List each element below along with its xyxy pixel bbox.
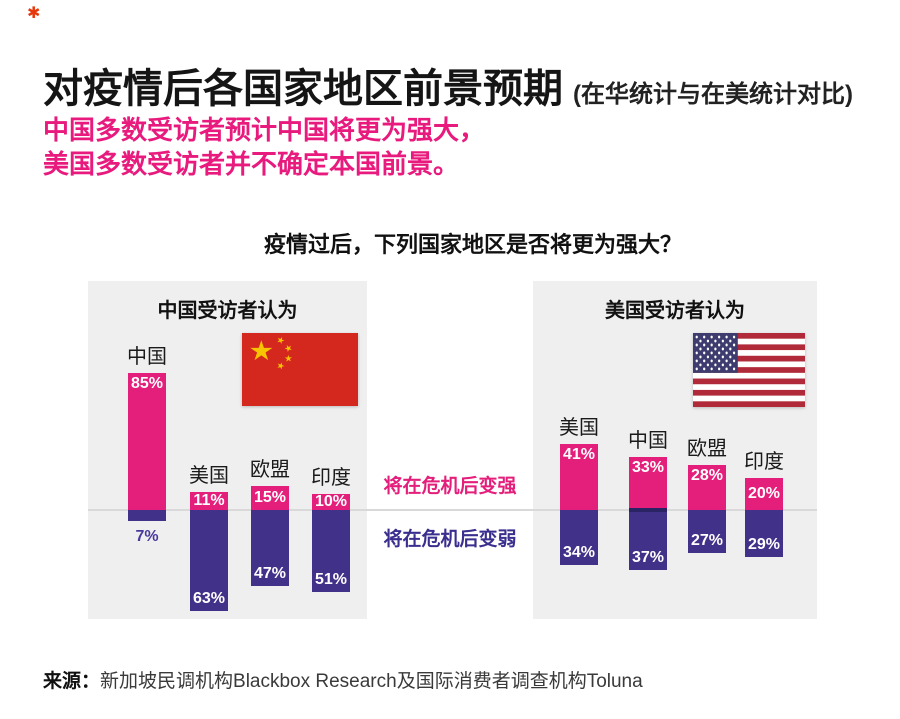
- page-title: 对疫情后各国家地区前景预期 (在华统计与在美统计对比): [43, 56, 853, 114]
- bar-chart-usa: 美国 41% 34% 中国 33% 37% 欧盟 28% 27% 印度 20% 29%: [533, 281, 817, 619]
- bar-segment-stronger: 28%: [688, 465, 726, 510]
- china-flag-image: [242, 333, 358, 406]
- us-flag-image: [693, 333, 805, 407]
- bar-segment-stronger: 11%: [190, 492, 228, 510]
- source-prefix: 来源：: [43, 671, 101, 692]
- bar-category-label: 美国: [189, 465, 229, 487]
- bar-segment-weaker: 63%: [190, 510, 228, 611]
- bar-value-label: 11%: [193, 492, 225, 509]
- bar-value-label: 37%: [631, 549, 665, 566]
- bar-value-label: 34%: [562, 544, 596, 561]
- bar-column-美国: 美国 41% 34%: [559, 281, 599, 619]
- bar-category-label: 美国: [559, 417, 599, 439]
- panel-title-china: 中国受访者认为: [157, 300, 298, 322]
- bar-column-印度: 印度 10% 51%: [311, 281, 351, 619]
- bar-category-label: 中国: [127, 346, 167, 368]
- bar-segment-stronger: 20%: [745, 478, 783, 510]
- source-note: 来源：新加坡民调机构Blackbox Research及国际消费者调查机构Tol…: [43, 666, 643, 693]
- bar-segment-weaker: 34%: [560, 510, 598, 565]
- legend-weaker-label: 将在危机后变弱: [383, 529, 517, 550]
- chart-question: 疫情过后，下列国家地区是否将更为强大？: [264, 232, 683, 257]
- bar-segment-stronger: 15%: [251, 486, 289, 510]
- title-main: 对疫情后各国家地区前景预期: [43, 67, 563, 111]
- bar-junction-line: [629, 508, 667, 512]
- bar-value-label: 33%: [631, 459, 665, 476]
- subtitle: 中国多数受访者预计中国将更为强大， 美国多数受访者并不确定本国前景。: [43, 113, 485, 181]
- bar-category-label: 欧盟: [687, 438, 727, 460]
- bar-value-label: 41%: [562, 446, 596, 463]
- bar-value-label: 85%: [130, 375, 164, 392]
- bar-value-label: 47%: [253, 565, 287, 582]
- bar-value-label: 28%: [690, 467, 724, 484]
- bar-value-label: 27%: [690, 532, 724, 549]
- bar-segment-stronger: 41%: [560, 444, 598, 510]
- bar-category-label: 欧盟: [250, 459, 290, 481]
- bar-segment-weaker: 29%: [745, 510, 783, 557]
- bar-category-label: 印度: [744, 451, 784, 473]
- title-suffix: (在华统计与在美统计对比): [573, 81, 853, 108]
- bar-segment-weaker: [128, 510, 166, 521]
- bar-value-label: 51%: [314, 571, 348, 588]
- panel-title-usa: 美国受访者认为: [605, 300, 745, 322]
- bar-segment-weaker: 37%: [629, 510, 667, 570]
- bar-column-印度: 印度 20% 29%: [744, 281, 784, 619]
- bar-value-label: 63%: [192, 590, 226, 607]
- bar-value-label: 20%: [747, 485, 781, 502]
- bar-value-label-outside: 7%: [135, 528, 159, 545]
- bar-column-欧盟: 欧盟 28% 27%: [687, 281, 727, 619]
- bar-category-label: 中国: [628, 430, 668, 452]
- chart-baseline: [88, 509, 817, 511]
- panel-china-respondents: 中国受访者认为 中国 85% 7% 美国 11% 63% 欧盟 15% 47% 印度 10% 51%: [88, 281, 367, 619]
- brand-logo-icon: ✱: [27, 5, 41, 22]
- panel-usa-respondents: 美国受访者认为 美国 41% 34% 中国 33% 37% 欧盟 28% 27% 印度 20% 29%: [533, 281, 817, 619]
- bar-segment-weaker: 51%: [312, 510, 350, 592]
- bar-segment-weaker: 47%: [251, 510, 289, 586]
- bar-value-label: 15%: [253, 489, 287, 506]
- bar-category-label: 印度: [311, 467, 351, 489]
- source-text: 新加坡民调机构Blackbox Research及国际消费者调查机构Toluna: [100, 671, 643, 692]
- bar-column-中国: 中国 33% 37%: [628, 281, 668, 619]
- bar-segment-stronger: 85%: [128, 373, 166, 510]
- bar-column-中国: 中国 85% 7%: [127, 281, 167, 619]
- bar-column-美国: 美国 11% 63%: [189, 281, 229, 619]
- bar-value-label: 29%: [747, 536, 781, 553]
- bar-segment-weaker: 27%: [688, 510, 726, 553]
- legend-stronger-label: 将在危机后变强: [383, 476, 517, 497]
- bar-column-欧盟: 欧盟 15% 47%: [250, 281, 290, 619]
- bar-chart-china: 中国 85% 7% 美国 11% 63% 欧盟 15% 47% 印度 10% 51%: [88, 281, 367, 619]
- bar-value-label: 10%: [314, 493, 348, 510]
- subtitle-line-1: 中国多数受访者预计中国将更为强大，: [43, 115, 486, 145]
- subtitle-line-2: 美国多数受访者并不确定本国前景。: [43, 149, 460, 179]
- bar-segment-stronger: 33%: [629, 457, 667, 510]
- bar-segment-stronger: 10%: [312, 494, 350, 510]
